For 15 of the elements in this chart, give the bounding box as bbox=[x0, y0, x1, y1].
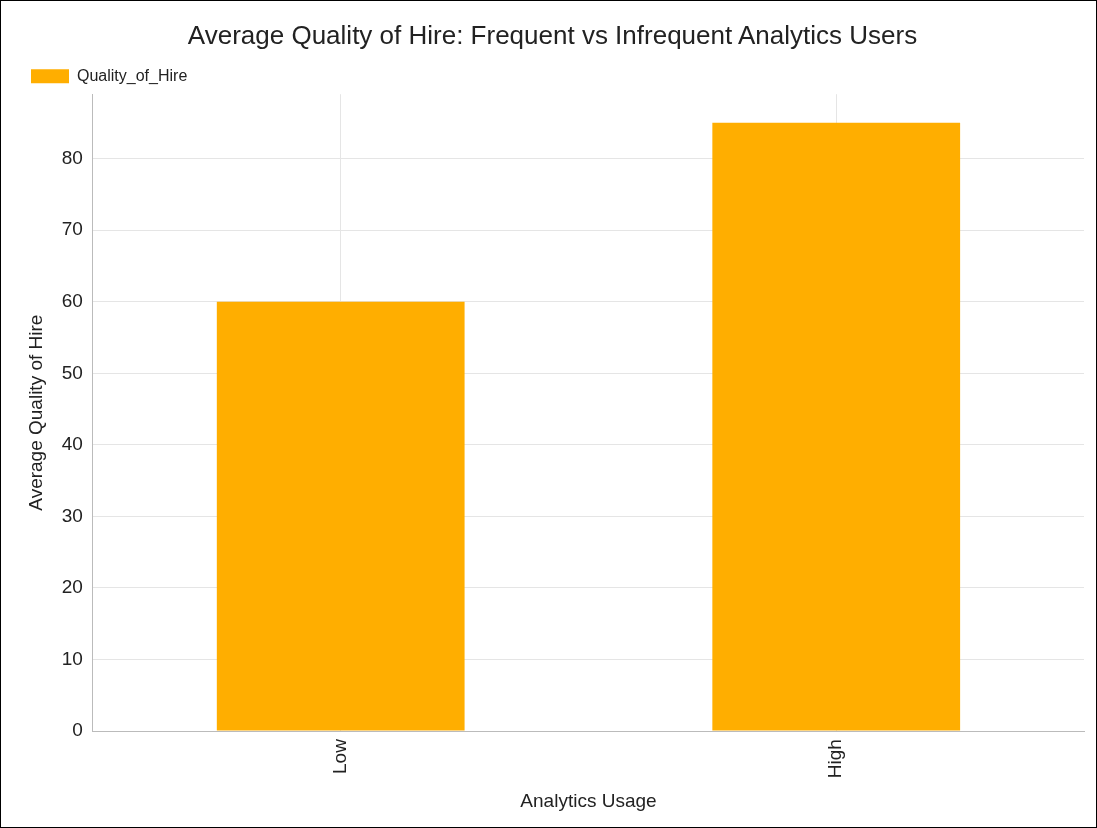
y-axis-title: Average Quality of Hire bbox=[24, 314, 46, 511]
y-tick-label: 80 bbox=[61, 146, 83, 168]
y-tick-label: 20 bbox=[61, 576, 83, 598]
y-tick-label: 70 bbox=[61, 218, 83, 240]
y-tick-label: 30 bbox=[61, 504, 83, 526]
legend-label: Quality_of_Hire bbox=[77, 66, 188, 85]
y-tick-label: 60 bbox=[61, 289, 83, 311]
x-axis-title: Analytics Usage bbox=[520, 789, 657, 811]
y-tick-label: 10 bbox=[61, 647, 83, 669]
y-tick-label: 0 bbox=[72, 719, 83, 741]
x-tick-label: Low bbox=[328, 738, 350, 774]
y-tick-label: 40 bbox=[61, 433, 83, 455]
x-tick-label: High bbox=[824, 739, 846, 779]
y-tick-label: 50 bbox=[61, 361, 83, 383]
chart-title: Average Quality of Hire: Frequent vs Infrequent Analytics Users bbox=[187, 19, 918, 50]
